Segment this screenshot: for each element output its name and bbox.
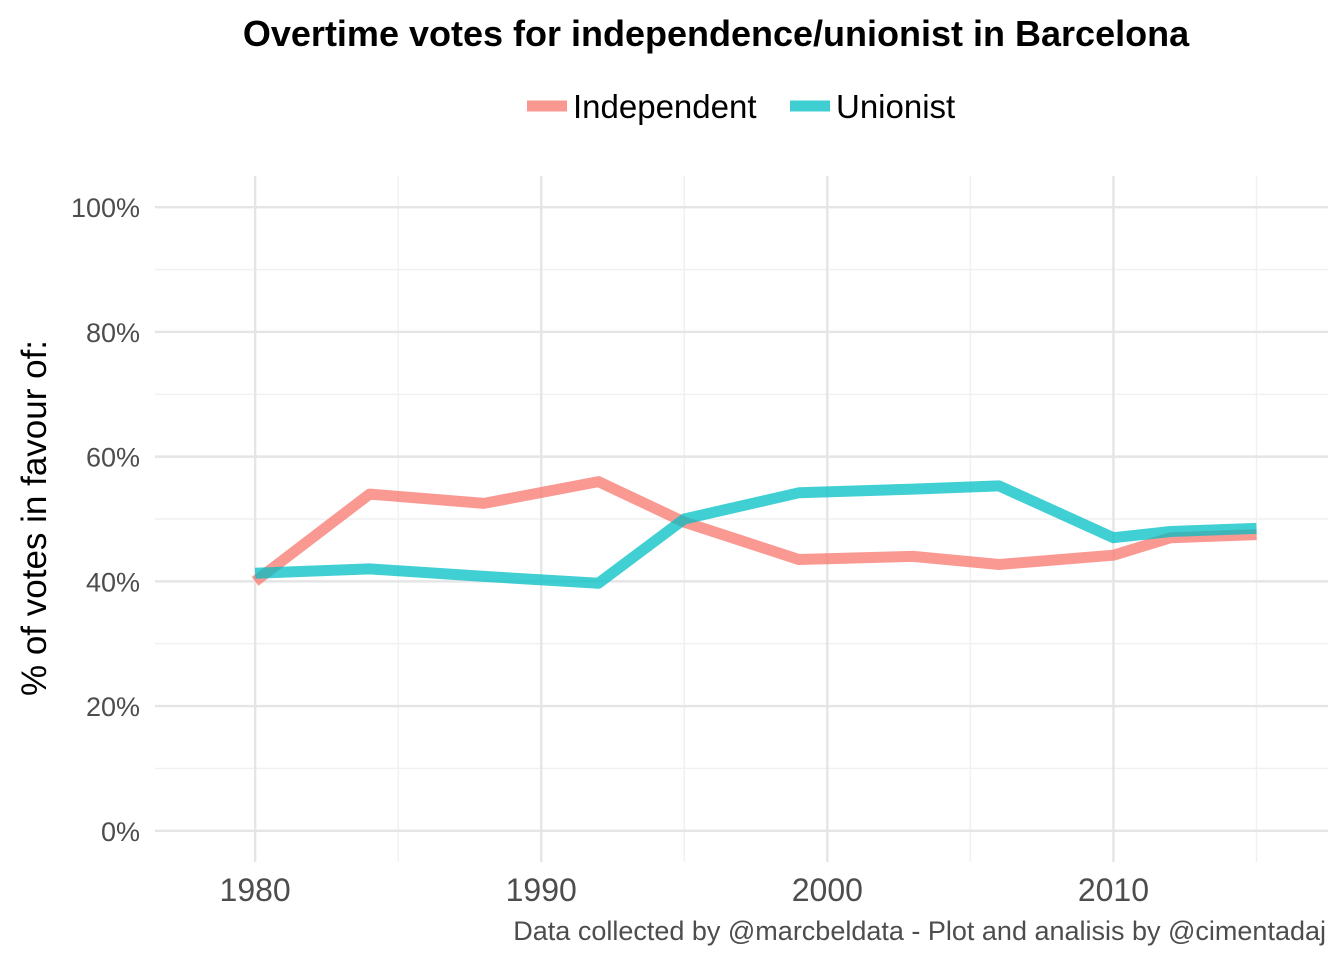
x-tick-label-0: 1980 <box>220 872 291 908</box>
legend-label-unionist: Unionist <box>836 88 955 125</box>
legend-label-independent: Independent <box>573 88 757 125</box>
y-tick-label-3: 60% <box>86 443 140 473</box>
plot-series <box>251 476 1257 589</box>
y-tick-label-0: 0% <box>101 817 140 847</box>
y-tick-label-5: 100% <box>71 193 140 223</box>
series-line-unionist <box>254 480 1257 589</box>
y-axis-title: % of votes in favour of: <box>15 340 54 696</box>
x-tick-label-2: 2000 <box>792 872 863 908</box>
y-tick-label-2: 40% <box>86 567 140 597</box>
plot-grid <box>155 176 1328 862</box>
chart-title: Overtime votes for independence/unionist… <box>243 13 1190 54</box>
y-tick-label-4: 80% <box>86 318 140 348</box>
y-axis-ticks: 0% 20% 40% 60% 80% 100% <box>71 193 140 847</box>
y-tick-label-1: 20% <box>86 692 140 722</box>
series-line-independent <box>251 476 1257 586</box>
x-axis-ticks: 1980 1990 2000 2010 <box>220 872 1149 908</box>
legend: Independent Unionist <box>527 88 955 125</box>
x-tick-label-3: 2010 <box>1078 872 1149 908</box>
chart-caption: Data collected by @marcbeldata - Plot an… <box>513 916 1326 946</box>
x-tick-label-1: 1990 <box>506 872 577 908</box>
